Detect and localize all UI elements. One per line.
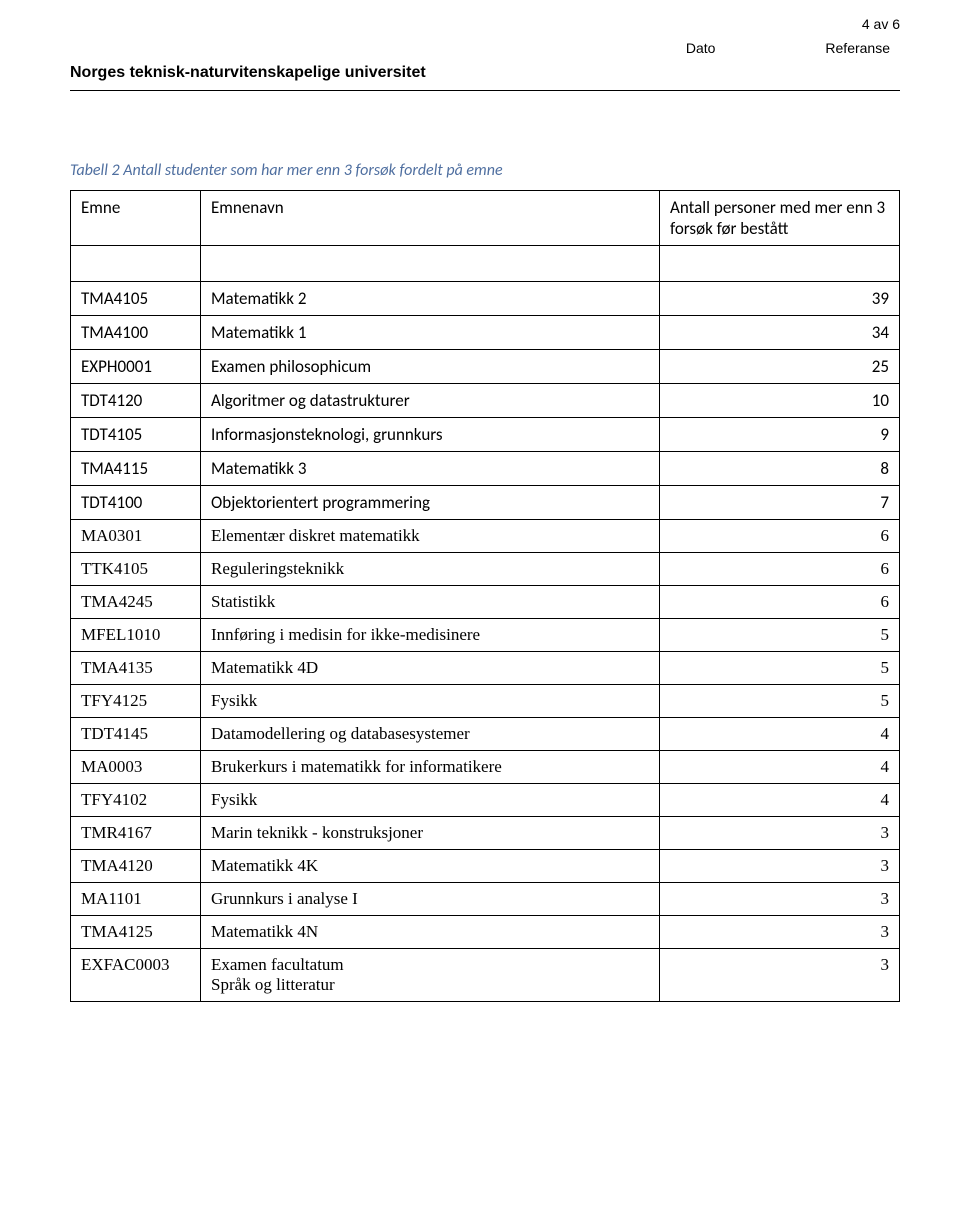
spacer-row (71, 246, 900, 282)
cell-name: Statistikk (201, 586, 660, 619)
cell-name: Objektorientert programmering (201, 486, 660, 520)
col-antall: Antall personer med mer enn 3 forsøk før… (660, 191, 900, 246)
cell-code: MFEL1010 (71, 619, 201, 652)
table-header-row: Emne Emnenavn Antall personer med mer en… (71, 191, 900, 246)
cell-count: 3 (660, 850, 900, 883)
date-label: Dato (686, 40, 716, 56)
cell-name: Informasjonsteknologi, grunnkurs (201, 418, 660, 452)
institution-name: Norges teknisk-naturvitenskapelige unive… (70, 64, 900, 82)
cell-name: Brukerkurs i matematikk for informatiker… (201, 751, 660, 784)
cell-code: TMA4100 (71, 316, 201, 350)
cell-code: TFY4125 (71, 685, 201, 718)
cell-count: 3 (660, 883, 900, 916)
header-rule (70, 90, 900, 91)
cell-code: TMA4135 (71, 652, 201, 685)
table-row: MA0003Brukerkurs i matematikk for inform… (71, 751, 900, 784)
table-row: MA1101Grunnkurs i analyse I3 (71, 883, 900, 916)
table-row: TTK4105Reguleringsteknikk6 (71, 553, 900, 586)
cell-name: Matematikk 3 (201, 452, 660, 486)
cell-count: 6 (660, 586, 900, 619)
cell-name: Fysikk (201, 784, 660, 817)
cell-code: MA1101 (71, 883, 201, 916)
cell-count: 4 (660, 784, 900, 817)
cell-code: TMA4245 (71, 586, 201, 619)
table-body: TMA4105Matematikk 239TMA4100Matematikk 1… (71, 282, 900, 1002)
table-row: TDT4105Informasjonsteknologi, grunnkurs9 (71, 418, 900, 452)
cell-count: 4 (660, 718, 900, 751)
cell-code: TDT4100 (71, 486, 201, 520)
table-row: TDT4100Objektorientert programmering7 (71, 486, 900, 520)
cell-name: Matematikk 4D (201, 652, 660, 685)
cell-count: 39 (660, 282, 900, 316)
table-row: TMA4120Matematikk 4K3 (71, 850, 900, 883)
cell-name: Examen facultatum Språk og litteratur (201, 949, 660, 1002)
header-labels: Dato Referanse (70, 40, 900, 56)
cell-count: 9 (660, 418, 900, 452)
cell-code: TMA4115 (71, 452, 201, 486)
table-row: TFY4102Fysikk4 (71, 784, 900, 817)
table-row: EXPH0001Examen philosophicum25 (71, 350, 900, 384)
cell-code: TDT4105 (71, 418, 201, 452)
cell-count: 8 (660, 452, 900, 486)
cell-count: 7 (660, 486, 900, 520)
cell-name: Examen philosophicum (201, 350, 660, 384)
cell-name: Algoritmer og datastrukturer (201, 384, 660, 418)
table-row: TMA4105Matematikk 239 (71, 282, 900, 316)
col-emne: Emne (71, 191, 201, 246)
cell-count: 6 (660, 553, 900, 586)
cell-count: 3 (660, 949, 900, 1002)
cell-code: EXFAC0003 (71, 949, 201, 1002)
cell-code: TDT4145 (71, 718, 201, 751)
cell-name: Innføring i medisin for ikke-medisinere (201, 619, 660, 652)
cell-code: MA0301 (71, 520, 201, 553)
cell-code: TMA4120 (71, 850, 201, 883)
cell-code: TMA4125 (71, 916, 201, 949)
table-row: TMA4125Matematikk 4N3 (71, 916, 900, 949)
cell-code: TTK4105 (71, 553, 201, 586)
table-row: TDT4145Datamodellering og databasesystem… (71, 718, 900, 751)
cell-name: Reguleringsteknikk (201, 553, 660, 586)
cell-count: 3 (660, 916, 900, 949)
cell-count: 34 (660, 316, 900, 350)
cell-code: MA0003 (71, 751, 201, 784)
cell-count: 5 (660, 652, 900, 685)
table-row: EXFAC0003Examen facultatum Språk og litt… (71, 949, 900, 1002)
cell-name: Marin teknikk - konstruksjoner (201, 817, 660, 850)
cell-count: 5 (660, 619, 900, 652)
cell-code: TDT4120 (71, 384, 201, 418)
cell-name: Matematikk 1 (201, 316, 660, 350)
table-row: MA0301Elementær diskret matematikk6 (71, 520, 900, 553)
table-row: TDT4120Algoritmer og datastrukturer10 (71, 384, 900, 418)
course-table: Emne Emnenavn Antall personer med mer en… (70, 190, 900, 1002)
cell-name: Datamodellering og databasesystemer (201, 718, 660, 751)
table-row: TMA4245Statistikk6 (71, 586, 900, 619)
cell-name: Matematikk 4K (201, 850, 660, 883)
cell-name: Fysikk (201, 685, 660, 718)
cell-count: 4 (660, 751, 900, 784)
cell-count: 25 (660, 350, 900, 384)
table-row: TMR4167Marin teknikk - konstruksjoner3 (71, 817, 900, 850)
table-row: TMA4115Matematikk 38 (71, 452, 900, 486)
cell-count: 10 (660, 384, 900, 418)
cell-name: Matematikk 2 (201, 282, 660, 316)
cell-count: 3 (660, 817, 900, 850)
table-row: TFY4125Fysikk5 (71, 685, 900, 718)
cell-name: Grunnkurs i analyse I (201, 883, 660, 916)
table-caption: Tabell 2 Antall studenter som har mer en… (70, 161, 900, 180)
table-row: TMA4135Matematikk 4D5 (71, 652, 900, 685)
cell-count: 5 (660, 685, 900, 718)
cell-code: TFY4102 (71, 784, 201, 817)
reference-label: Referanse (825, 40, 890, 56)
page-header: 4 av 6 Dato Referanse Norges teknisk-nat… (70, 40, 900, 82)
cell-code: TMA4105 (71, 282, 201, 316)
col-emnenavn: Emnenavn (201, 191, 660, 246)
cell-name: Elementær diskret matematikk (201, 520, 660, 553)
page-number: 4 av 6 (862, 16, 900, 32)
table-row: MFEL1010Innføring i medisin for ikke-med… (71, 619, 900, 652)
cell-code: TMR4167 (71, 817, 201, 850)
table-row: TMA4100Matematikk 134 (71, 316, 900, 350)
cell-name: Matematikk 4N (201, 916, 660, 949)
cell-code: EXPH0001 (71, 350, 201, 384)
cell-count: 6 (660, 520, 900, 553)
